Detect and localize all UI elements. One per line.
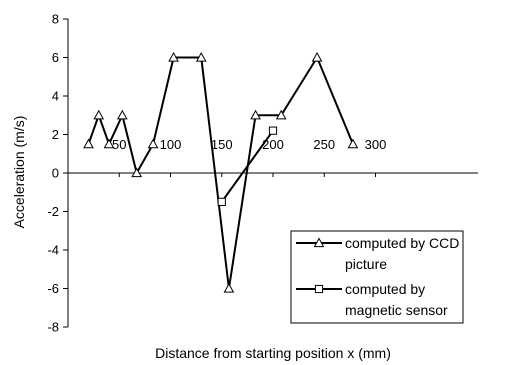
markers <box>83 51 359 293</box>
y-tick-label: 6 <box>52 50 59 65</box>
data-point-ccd <box>311 51 323 62</box>
x-tick-label: 100 <box>160 137 182 152</box>
y-tick-label: 2 <box>52 127 59 142</box>
legend-marker-triangle <box>313 237 325 248</box>
y-tick-label: 0 <box>52 166 59 181</box>
legend-label: computed by <box>345 281 425 297</box>
data-point-ccd <box>347 138 359 149</box>
data-point-magnetic <box>217 197 226 206</box>
data-point-ccd <box>275 109 287 120</box>
data-point-ccd <box>93 109 105 120</box>
x-tick-label: 250 <box>313 137 335 152</box>
y-tick-label: 4 <box>52 89 59 104</box>
data-point-magnetic <box>268 126 278 135</box>
legend-label: computed by CCD <box>345 235 459 251</box>
x-tick-label: 50 <box>112 137 126 152</box>
legend-marker-square <box>314 284 324 294</box>
y-tick-label: -4 <box>47 243 59 258</box>
x-axis-label: Distance from starting position x (mm) <box>155 345 391 361</box>
y-tick-label: -8 <box>47 320 59 335</box>
x-tick-label: 200 <box>262 137 284 152</box>
x-tick-label: 150 <box>211 137 233 152</box>
data-point-ccd <box>116 109 128 120</box>
data-point-ccd <box>83 138 94 149</box>
data-point-ccd <box>250 109 261 120</box>
x-tick-label: 300 <box>365 137 387 152</box>
data-point-ccd <box>168 51 179 62</box>
legend-label: magnetic sensor <box>345 302 448 318</box>
y-tick-label: -2 <box>47 204 59 219</box>
y-tick-label: 8 <box>52 12 59 27</box>
data-point-ccd <box>131 167 143 178</box>
data-point-ccd <box>147 138 159 149</box>
y-tick-label: -6 <box>47 281 59 296</box>
legend-label: picture <box>345 256 387 272</box>
legend: computed by CCD picture computed by magneti… <box>290 230 464 324</box>
data-point-ccd <box>195 51 207 62</box>
y-axis-label: Acceleration (m/s) <box>11 116 27 229</box>
tick-labels: 8 6 4 2 0 -2 -4 -6 -8 50 100 150 200 250 300 <box>47 12 386 335</box>
series-line-2 <box>220 130 274 203</box>
data-point-ccd <box>103 138 115 149</box>
data-point-ccd <box>223 282 235 293</box>
